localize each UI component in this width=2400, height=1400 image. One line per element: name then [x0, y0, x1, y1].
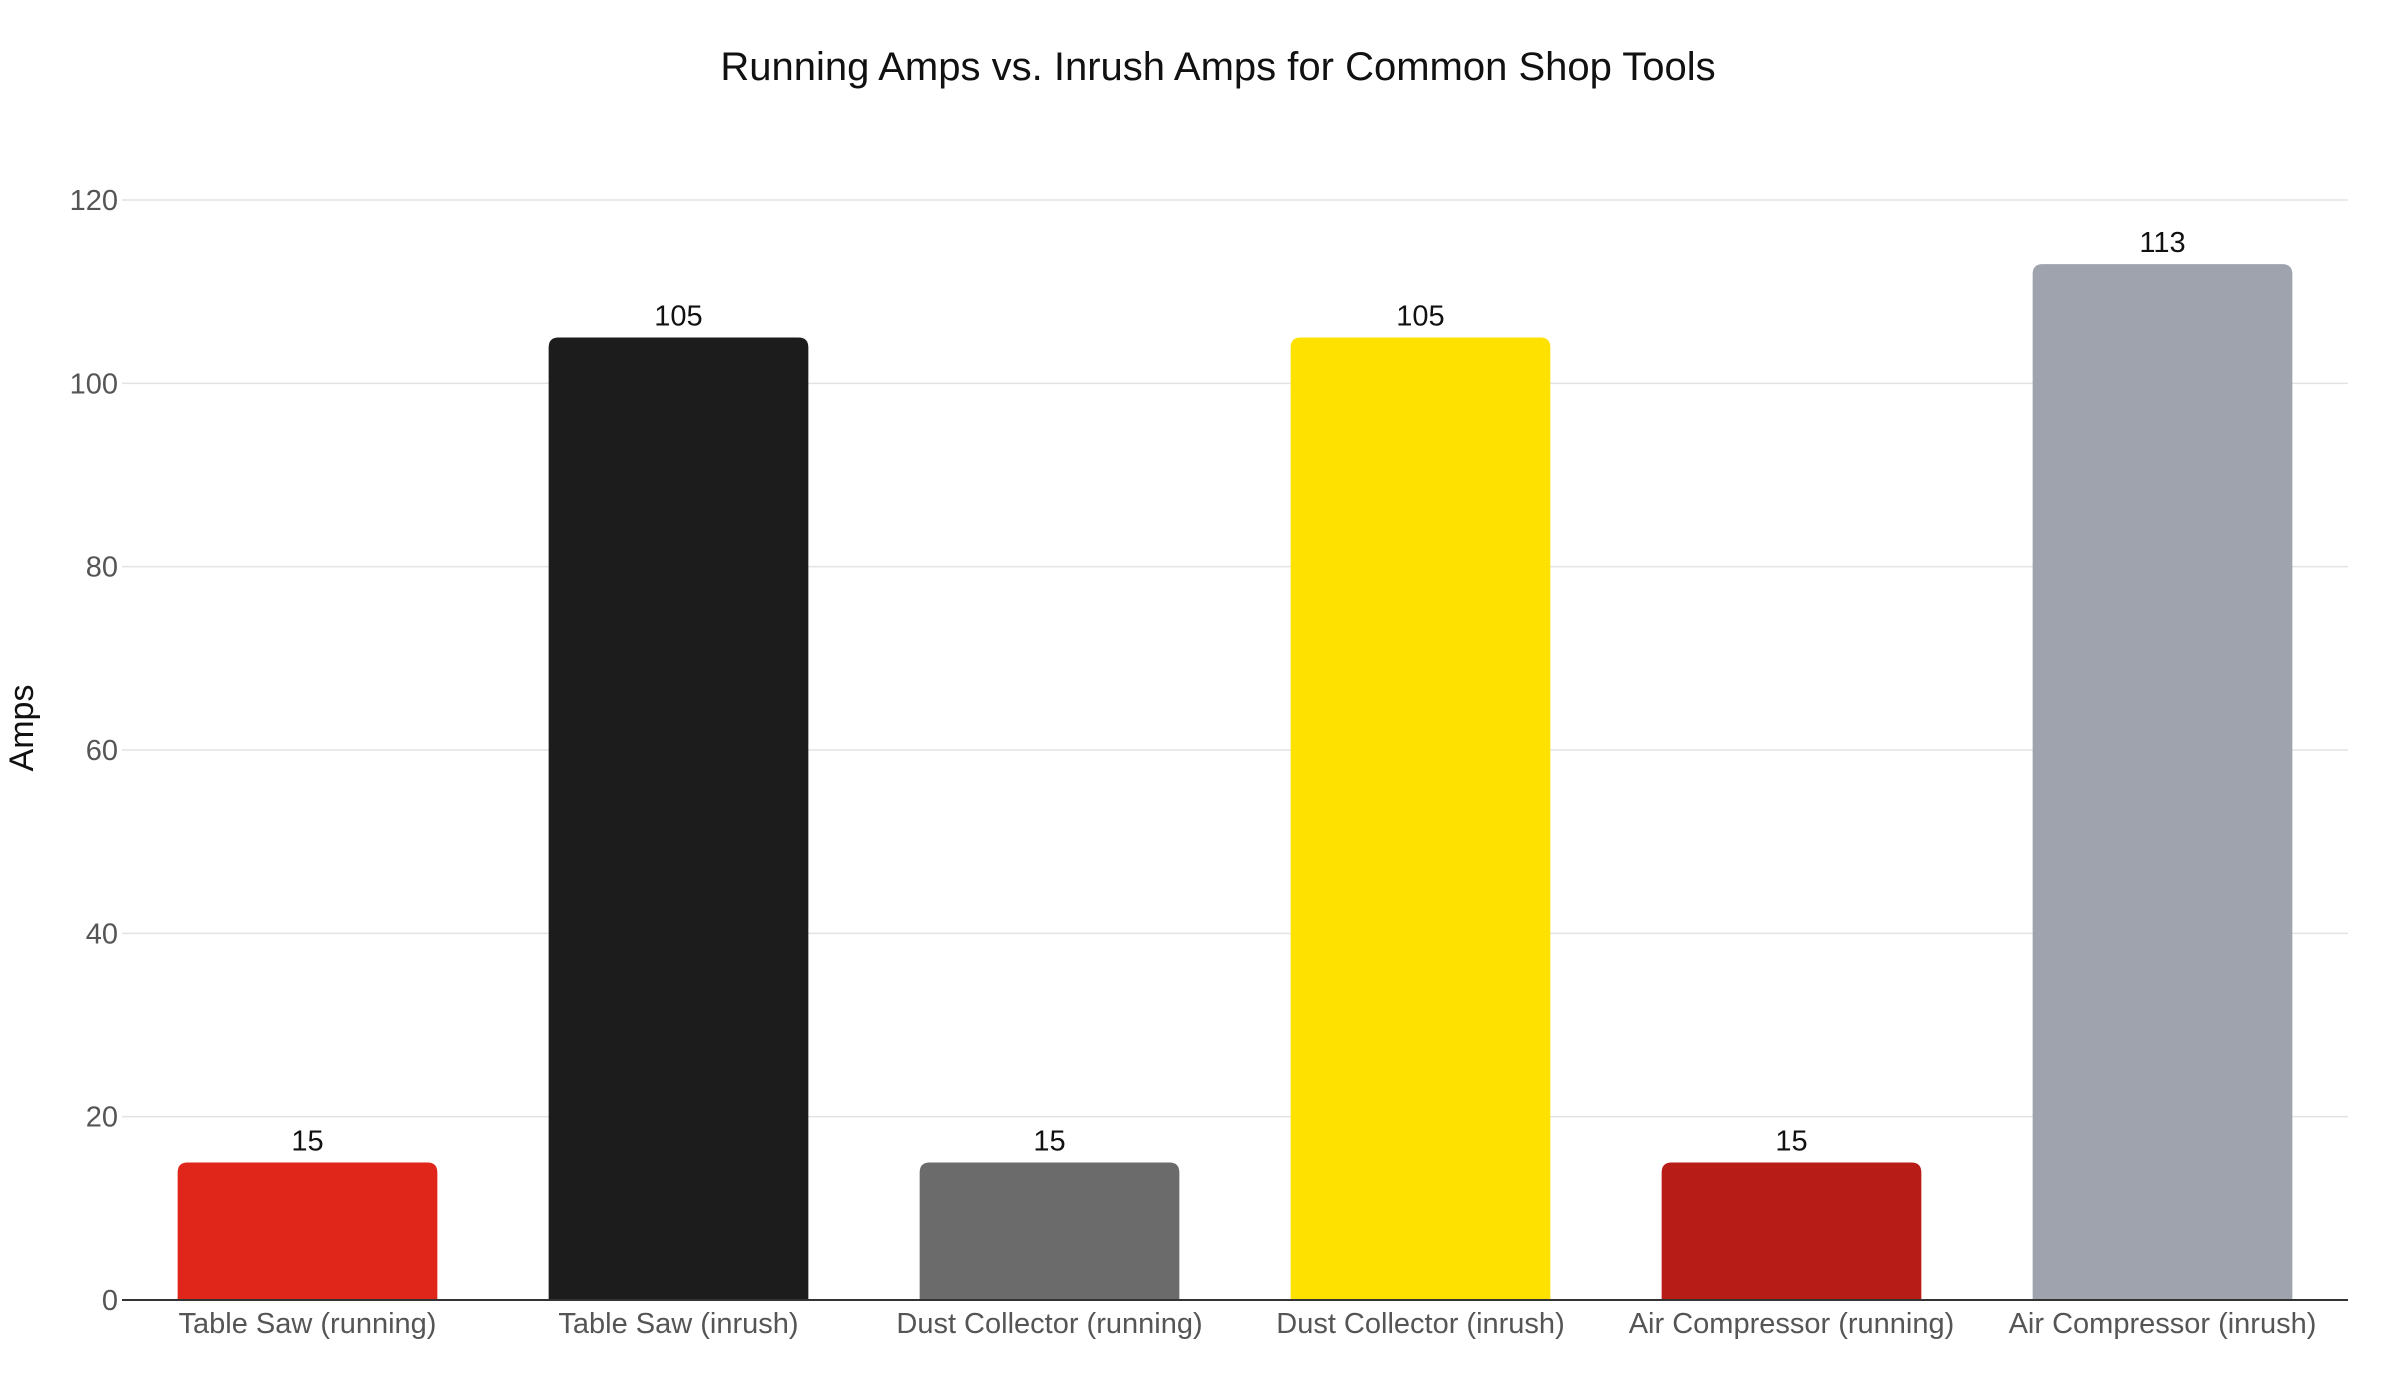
- x-category-label: Dust Collector (running): [896, 1308, 1202, 1340]
- x-category-label: Dust Collector (inrush): [1276, 1308, 1564, 1340]
- y-tick-label: 0: [102, 1285, 118, 1317]
- y-tick-label: 60: [86, 735, 118, 767]
- y-tick-label: 80: [86, 552, 118, 584]
- bar-value-label: 15: [291, 1126, 323, 1158]
- bar-4: [1290, 337, 1551, 1300]
- bar-value-label: 15: [1775, 1126, 1807, 1158]
- bars: [177, 264, 2293, 1301]
- x-category-label: Table Saw (running): [179, 1308, 437, 1340]
- y-tick-label: 40: [86, 918, 118, 950]
- data-labels: 15 105 15 105 15 113: [291, 227, 2185, 1157]
- x-category-label: Table Saw (inrush): [558, 1308, 798, 1340]
- x-axis-categories: Table Saw (running) Table Saw (inrush) Dus…: [179, 1308, 2317, 1340]
- y-axis-label: Amps: [3, 685, 41, 772]
- y-axis-ticks: 0 20 40 60 80 100 120: [70, 185, 118, 1317]
- y-tick-label: 20: [86, 1102, 118, 1134]
- bar-5: [1661, 1162, 1922, 1300]
- bar-6: [2032, 264, 2293, 1301]
- bar-value-label: 113: [2139, 227, 2185, 259]
- gridlines: [122, 199, 2348, 1118]
- bar-value-label: 15: [1033, 1126, 1065, 1158]
- y-tick-label: 120: [70, 185, 118, 217]
- bar-1: [177, 1162, 438, 1300]
- bar-value-label: 105: [654, 301, 702, 333]
- bar-value-label: 105: [1396, 301, 1444, 333]
- x-category-label: Air Compressor (running): [1629, 1308, 1955, 1340]
- bar-3: [919, 1162, 1180, 1300]
- bar-2: [548, 337, 809, 1300]
- chart-title: Running Amps vs. Inrush Amps for Common …: [720, 45, 1715, 89]
- y-tick-label: 100: [70, 368, 118, 400]
- x-category-label: Air Compressor (inrush): [2009, 1308, 2317, 1340]
